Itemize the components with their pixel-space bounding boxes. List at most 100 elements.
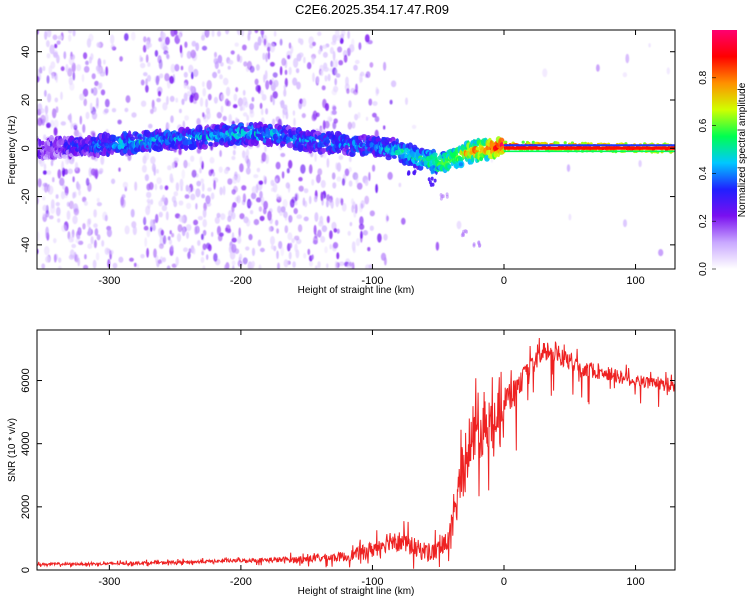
spectrogram-noise-blob [261,94,267,101]
spectrogram-noise-blob [311,56,315,65]
spectrogram-noise-blob [196,118,201,126]
spectrogram-noise-blob [173,200,178,208]
spectrogram-noise-blob [275,116,281,123]
spectrogram-noise-blob [324,246,328,254]
spectrogram-noise-blob [158,243,164,250]
spectrogram-noise-blob [364,179,369,187]
spectrogram-noise-blob [140,100,147,107]
spectrogram-noise-blob [191,40,197,47]
spectrogram-noise-blob [337,46,343,53]
spectrogram-branch-mark [427,177,431,182]
spectrogram-noise-blob [312,72,315,83]
bottom-x-tick-label: -300 [98,576,120,588]
spectrogram-branch-mark [478,243,482,248]
spectrogram-branch-mark [445,194,449,199]
spectrogram-noise-blob [622,72,628,78]
spectrogram-noise-blob [176,233,182,242]
spectrogram-noise-blob [145,78,148,86]
spectrogram-noise-blob [164,185,169,191]
spectrogram-noise-blob [88,226,92,236]
spectrogram-noise-blob [333,118,338,124]
spectrogram-noise-blob [143,215,146,225]
spectrogram-noise-blob [335,68,338,76]
spectrogram-noise-blob [191,71,194,80]
spectrogram-noise-blob [50,199,55,209]
spectrogram-noise-blob [456,220,462,230]
spectrogram-noise-blob [167,122,171,129]
spectrogram-noise-blob [352,247,356,254]
spectrogram-noise-blob [231,260,236,266]
spectrogram-noise-blob [78,189,81,196]
spectrogram-noise-blob [162,235,167,245]
spectrogram-noise-blob [338,155,344,160]
spectrogram-noise-blob [133,262,137,267]
spectrogram-noise-blob [96,97,99,107]
spectrogram-noise-blob [270,244,274,250]
spectrogram-noise-blob [369,225,374,231]
spectrogram-noise-blob [299,38,304,46]
spectrogram-noise-blob [190,155,195,162]
spectrogram-noise-blob [161,205,168,212]
spectrogram-noise-blob [131,31,136,41]
spectrogram-ridge-mark [204,140,209,145]
spectrogram-noise-blob [263,74,266,83]
spectrogram-noise-blob [359,216,364,226]
spectrogram-noise-blob [86,218,91,228]
spectrogram-noise-blob [261,152,267,162]
spectrogram-noise-blob [341,202,347,212]
spectrogram-noise-blob [243,151,248,161]
spectrogram-noise-blob [173,191,179,197]
spectrogram-noise-blob [82,88,89,97]
spectrogram-noise-blob [83,98,87,107]
spectrogram-noise-blob [177,224,183,233]
spectrogram-noise-blob [249,110,255,118]
spectrogram-branch-mark [428,180,432,185]
spectrogram-noise-blob [83,264,89,269]
spectrogram-noise-blob [124,33,129,41]
spectrogram-noise-blob [327,73,331,82]
spectrogram-ridge-mark [109,141,113,147]
spectrogram-noise-blob [364,195,370,205]
spectrogram-noise-blob [383,61,387,71]
spectrogram-noise-blob [296,81,301,90]
spectrogram-noise-blob [405,97,408,105]
snr-series-line [37,337,675,569]
spectrogram-ridge-mark [337,149,342,153]
spectrogram-noise-blob [112,262,118,269]
spectrogram-noise-blob [87,243,93,249]
spectrogram-noise-blob [55,194,59,199]
spectrogram-noise-blob [253,41,259,51]
spectrogram-noise-blob [69,113,72,123]
spectrogram-noise-blob [347,121,352,130]
spectrogram-noise-blob [154,50,159,57]
spectrogram-noise-blob [217,54,223,64]
spectrogram-noise-blob [353,89,359,95]
chart-title: C2E6.2025.354.17.47.R09 [295,2,449,17]
spectrogram-noise-blob [658,249,664,257]
spectrogram-noise-blob [147,201,151,209]
spectrogram-noise-blob [153,248,157,258]
spectrogram-noise-blob [174,63,180,72]
spectrogram-noise-blob [369,210,375,217]
spectrogram-noise-blob [200,178,204,184]
spectrogram-noise-blob [311,179,315,186]
spectrogram-ridge-mark [580,141,585,145]
spectrogram-noise-blob [243,216,249,224]
spectrogram-ridge-mark [61,154,68,159]
spectrogram-noise-blob [336,252,340,260]
spectrogram-noise-blob [355,174,359,185]
spectrogram-noise-blob [197,240,201,246]
spectrogram-ridge-mark [479,156,484,162]
spectrogram-noise-blob [247,32,251,41]
spectrogram-noise-blob [195,188,201,198]
spectrogram-noise-blob [170,115,174,123]
spectrogram-noise-blob [238,227,241,238]
spectrogram-noise-blob [51,72,55,79]
spectrogram-noise-blob [100,155,105,165]
spectrogram-noise-blob [232,149,236,156]
spectrogram-noise-blob [356,182,363,190]
spectrogram-noise-blob [44,105,49,115]
spectrogram-noise-blob [145,54,149,63]
spectrogram-noise-blob [96,42,101,48]
